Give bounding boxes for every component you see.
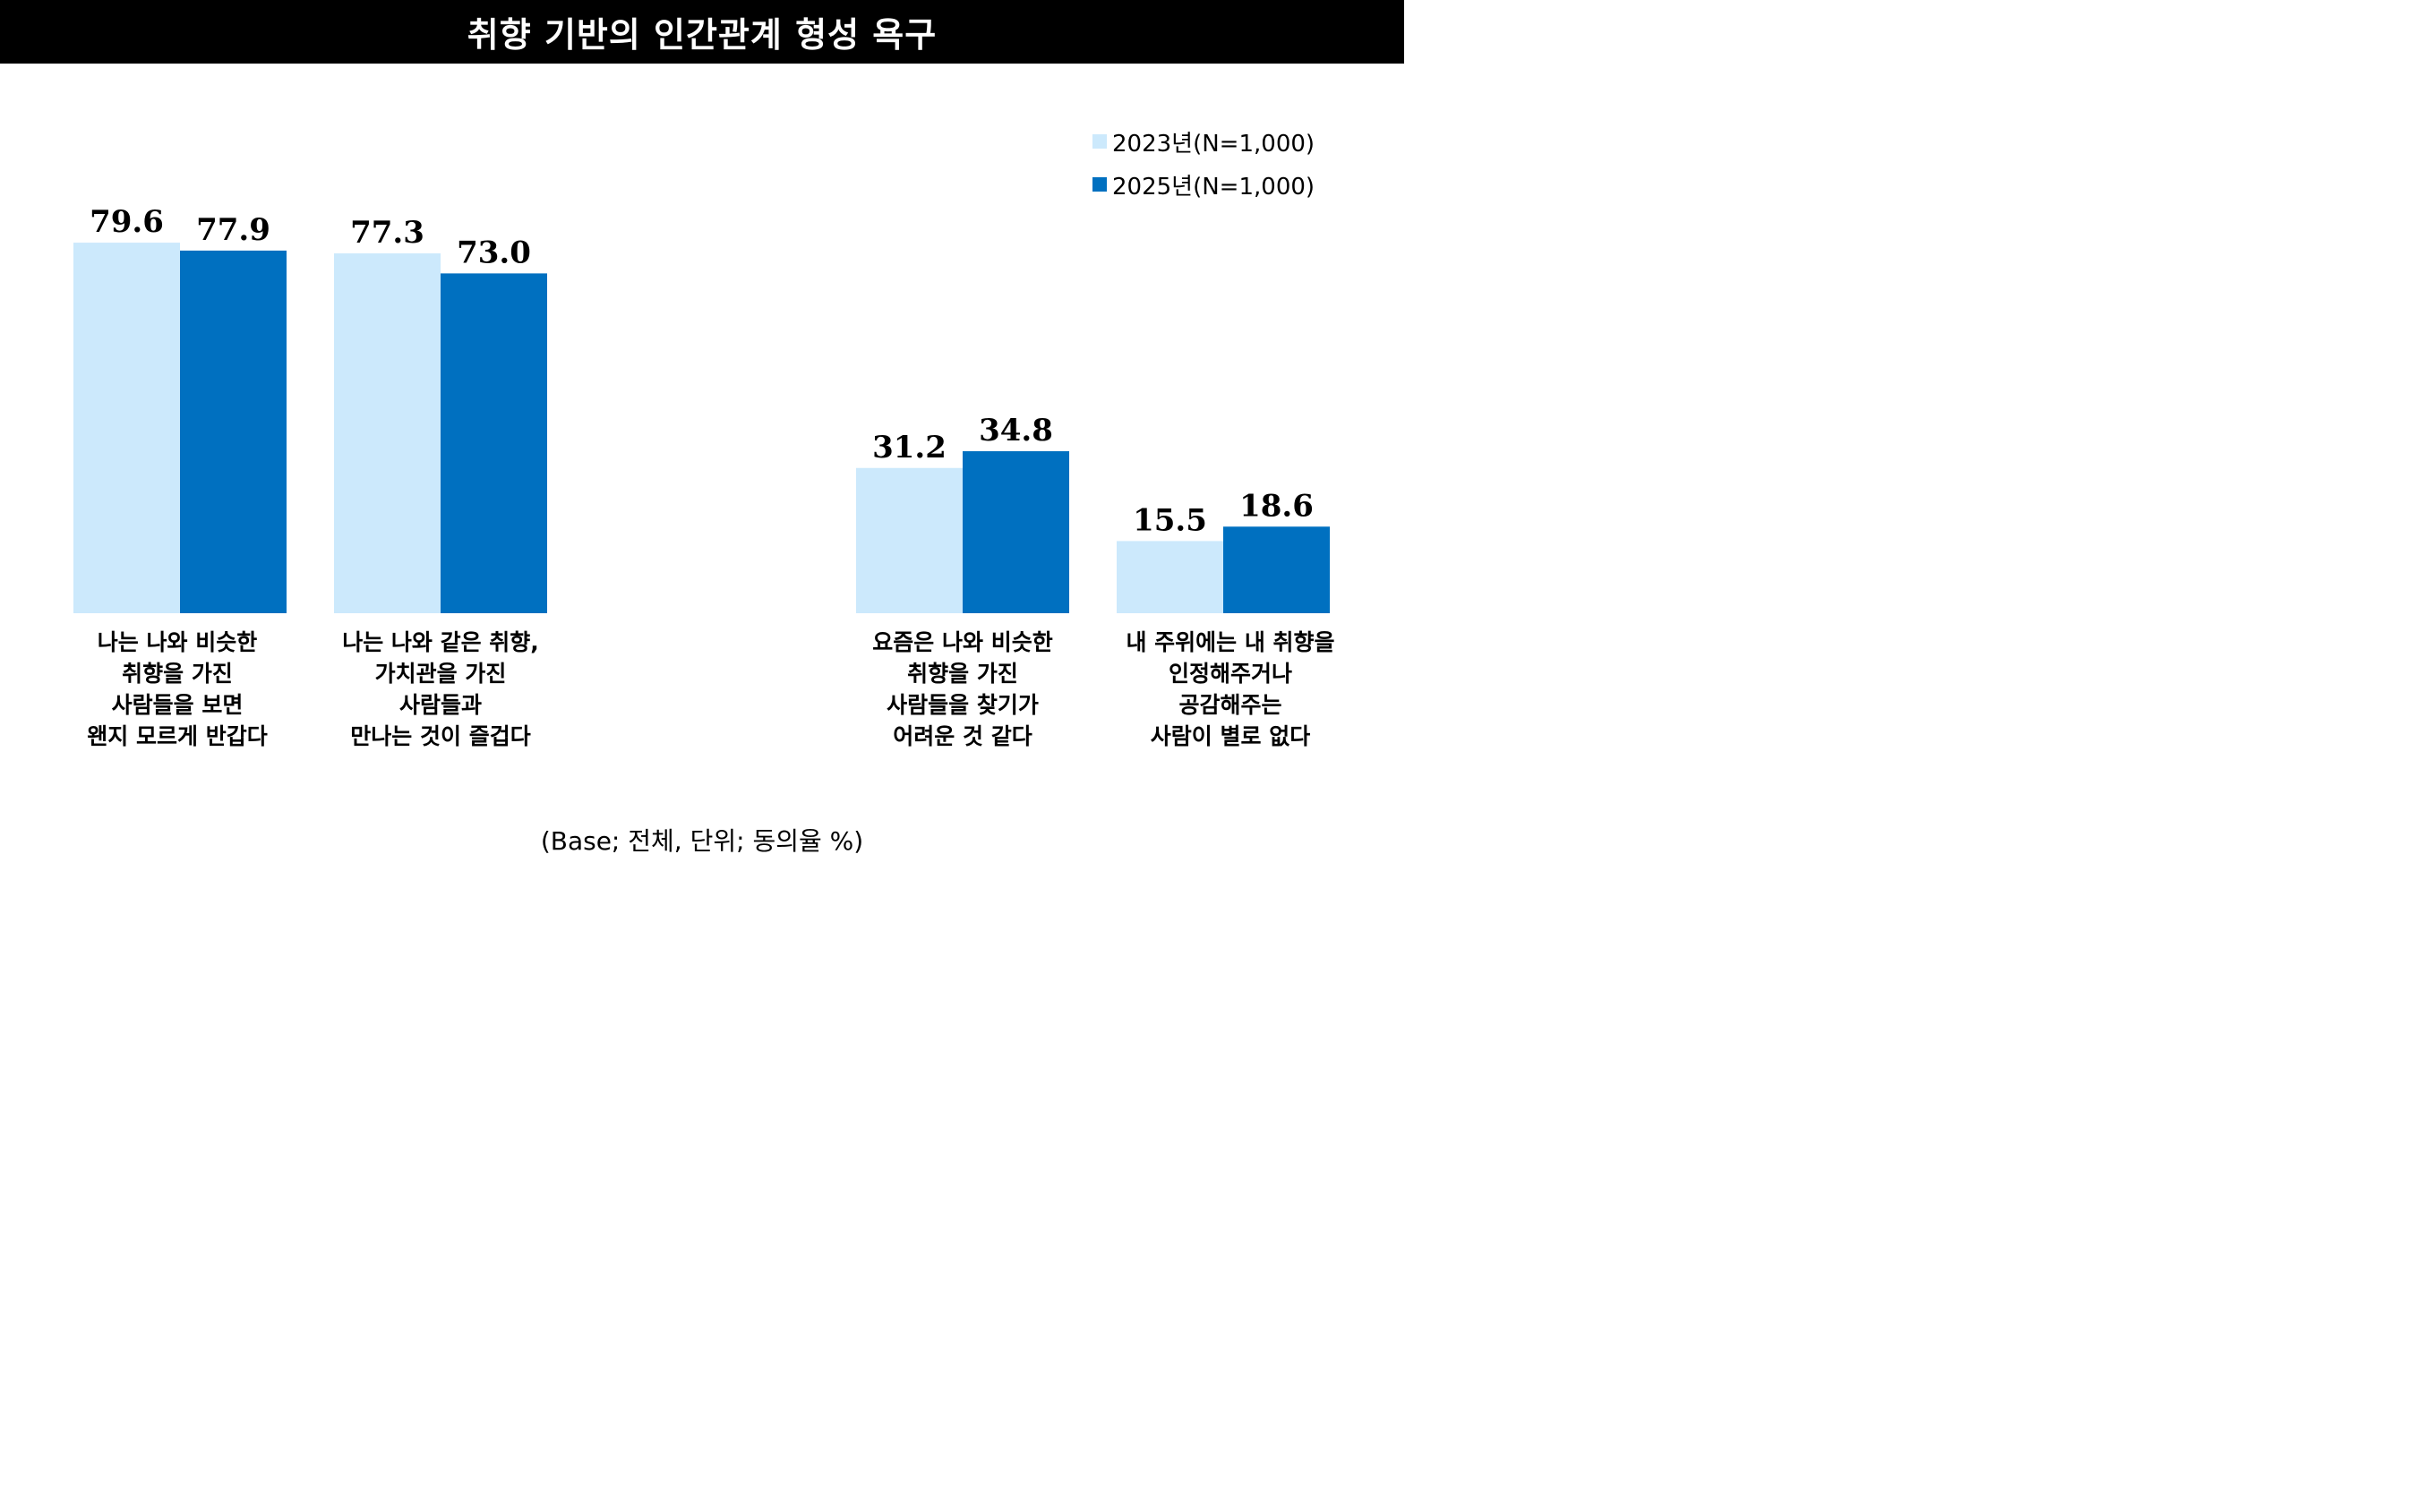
category-label-line: 나는 나와 같은 취향, (342, 629, 539, 655)
data-label: 73.0 (457, 235, 531, 270)
data-label: 31.2 (872, 430, 947, 466)
bar-2023-2 (334, 253, 441, 613)
category-label-4: 내 주위에는 내 취향을 인정해주거나 공감해주는 사람이 별로 없다 (1096, 627, 1365, 752)
title-bar: 취향 기반의 인간관계 형성 욕구 (0, 0, 1404, 64)
category-label-line: 내 주위에는 내 취향을 (1126, 629, 1335, 655)
category-label-1: 나는 나와 비슷한 취향을 가진 사람들을 보면 왠지 모르게 반갑다 (43, 627, 312, 752)
bar-2025-3 (963, 451, 1069, 613)
bar-2023-1 (73, 243, 180, 613)
chart-title: 취향 기반의 인간관계 형성 욕구 (467, 15, 938, 55)
legend: 2023년(N=1,000) 2025년(N=1,000) (1092, 125, 1315, 211)
category-label-line: 사람들과 (398, 692, 482, 718)
category-label-2: 나는 나와 같은 취향, 가치관을 가진 사람들과 만나는 것이 즐겁다 (306, 627, 575, 752)
legend-swatch-2023 (1092, 134, 1107, 149)
category-label-line: 사람들을 보면 (111, 692, 244, 718)
category-label-line: 공감해주는 (1178, 692, 1282, 718)
category-label-line: 왠지 모르게 반갑다 (87, 723, 268, 749)
bar-2023-4 (1117, 541, 1223, 613)
legend-swatch-2025 (1092, 177, 1107, 192)
category-label-line: 나는 나와 비슷한 (97, 629, 258, 655)
data-label: 79.6 (90, 204, 164, 240)
legend-item-2023: 2023년(N=1,000) (1092, 125, 1315, 158)
category-label-line: 만나는 것이 즐겁다 (350, 723, 531, 749)
category-label-line: 사람이 별로 없다 (1150, 723, 1311, 749)
bar-2025-2 (441, 273, 547, 613)
data-label: 77.3 (350, 215, 424, 251)
bar-2025-1 (180, 250, 287, 613)
data-label: 18.6 (1239, 488, 1314, 524)
data-label: 77.9 (196, 212, 270, 248)
legend-label-2023: 2023년(N=1,000) (1112, 130, 1315, 158)
category-label-3: 요즘은 나와 비슷한 취향을 가진 사람들을 찾기가 어려운 것 같다 (828, 627, 1097, 752)
category-label-line: 가치관을 가진 (374, 661, 507, 687)
category-label-line: 취향을 가진 (907, 661, 1018, 687)
category-label-line: 요즘은 나와 비슷한 (872, 629, 1053, 655)
bar-2023-3 (856, 467, 963, 613)
bar-chart: 79.6 77.3 31.2 15.5 77.9 73.0 34.8 18.6 (73, 204, 1330, 613)
bar-2025-4 (1223, 526, 1330, 613)
legend-label-2025: 2025년(N=1,000) (1112, 173, 1315, 201)
category-label-line: 인정해주거나 (1168, 661, 1292, 687)
category-label-line: 어려운 것 같다 (893, 723, 1032, 749)
data-label: 34.8 (979, 413, 1053, 448)
legend-item-2025: 2025년(N=1,000) (1092, 168, 1315, 201)
category-label-line: 사람들을 찾기가 (887, 692, 1039, 718)
category-label-line: 취향을 가진 (122, 661, 233, 687)
data-label: 15.5 (1133, 502, 1207, 538)
footnote: (Base; 전체, 단위; 동의율 %) (540, 826, 864, 856)
